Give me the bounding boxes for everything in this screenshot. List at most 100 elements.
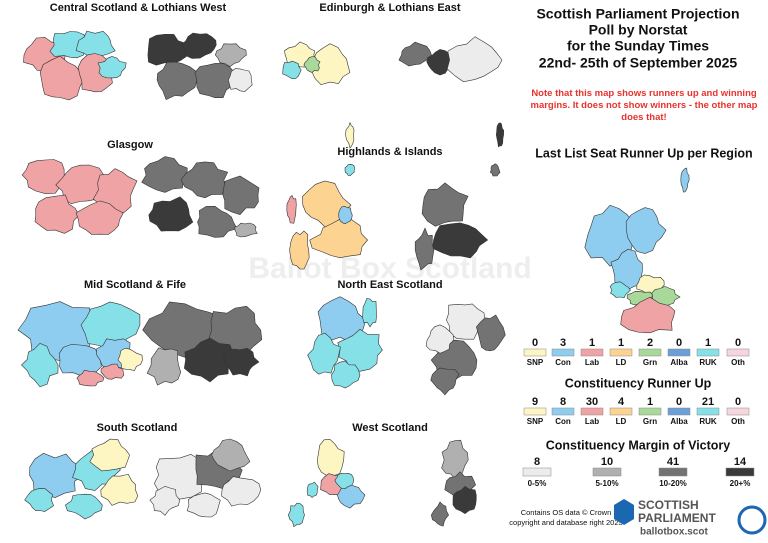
constituency <box>446 36 503 83</box>
constituency <box>425 324 455 354</box>
note: Note that this map shows runners up and … <box>530 88 758 123</box>
party: Alba <box>670 358 688 367</box>
constituency <box>303 56 321 73</box>
party: Con <box>555 417 571 426</box>
party: LD <box>616 358 627 367</box>
party: Alba <box>670 417 688 426</box>
constituency <box>183 337 239 383</box>
constituency <box>24 487 54 512</box>
count: 10 <box>601 456 613 468</box>
logo-badge <box>737 505 767 535</box>
constituency <box>316 439 345 482</box>
constituency <box>221 476 262 507</box>
count: 2 <box>647 337 653 349</box>
margin-label: 0-5% <box>528 479 547 488</box>
constituency <box>489 163 501 177</box>
swatch <box>638 348 662 357</box>
constituency <box>58 344 102 376</box>
region-title: West Scotland <box>352 422 428 434</box>
constituency <box>334 472 355 490</box>
constituency <box>307 332 341 375</box>
constituency <box>287 502 305 528</box>
constituency <box>222 347 260 377</box>
constituency <box>156 61 198 101</box>
swatch <box>726 348 750 357</box>
constituency <box>426 49 453 76</box>
region-shape <box>625 207 667 254</box>
count: 1 <box>589 337 595 349</box>
logo: SCOTTISH PARLIAMENT ballotbox.scot <box>614 498 767 538</box>
title: 22nd- 25th of September 2025 <box>539 55 738 71</box>
count: 0 <box>532 337 538 349</box>
count: 1 <box>705 337 711 349</box>
region-shape <box>609 281 631 299</box>
party: Oth <box>731 358 745 367</box>
swatch <box>523 407 547 416</box>
count: 9 <box>532 396 538 408</box>
constituency <box>180 161 229 199</box>
constituency <box>34 194 80 234</box>
constituency <box>495 122 505 148</box>
swatch <box>609 407 633 416</box>
party: SNP <box>527 417 544 426</box>
constituency <box>362 298 377 328</box>
constituency <box>29 452 85 499</box>
swatch <box>667 348 691 357</box>
count: 8 <box>534 456 540 468</box>
constituency <box>197 205 238 238</box>
constituency <box>430 501 449 527</box>
region-title: Edinburgh & Lothians East <box>319 2 461 14</box>
title: Scottish Parliament Projection <box>536 6 739 22</box>
count: 3 <box>560 337 566 349</box>
swatch <box>523 348 547 357</box>
constituency-title: Constituency Runner Up <box>565 376 712 390</box>
party: Lab <box>585 417 599 426</box>
count: 1 <box>647 396 653 408</box>
title: Poll by Norstat <box>589 22 688 38</box>
constituency <box>214 43 247 67</box>
footer: copyright and database right 2025 <box>509 518 622 527</box>
region-title: Highlands & Islands <box>337 146 442 158</box>
region-title: South Scotland <box>97 422 178 434</box>
party: LD <box>616 417 627 426</box>
party: RUK <box>699 358 717 367</box>
count: 0 <box>676 396 682 408</box>
count: 0 <box>676 337 682 349</box>
constituency <box>432 222 489 259</box>
constituency <box>21 342 59 388</box>
region-title: Mid Scotland & Fife <box>84 279 186 291</box>
region-title: North East Scotland <box>337 279 442 291</box>
constituency <box>306 481 319 498</box>
constituency <box>75 30 116 59</box>
swatch <box>667 407 691 416</box>
constituency <box>430 367 460 396</box>
swatch <box>658 467 688 477</box>
party: Con <box>555 358 571 367</box>
constituency <box>89 438 130 472</box>
swatch <box>551 348 575 357</box>
count: 14 <box>734 456 747 468</box>
logo-text: PARLIAMENT <box>638 511 716 525</box>
title: for the Sunday Times <box>567 38 709 54</box>
constituency <box>117 347 143 372</box>
footer: Contains OS data © Crown <box>521 508 612 517</box>
constituency <box>344 163 355 177</box>
margin-title: Constituency Margin of Victory <box>546 438 731 452</box>
region-shape <box>620 296 676 334</box>
party: Lab <box>585 358 599 367</box>
swatch <box>522 467 552 477</box>
constituency <box>286 194 297 224</box>
party: SNP <box>527 358 544 367</box>
constituency <box>414 227 435 271</box>
margin-label: 10-20% <box>659 479 687 488</box>
swatch <box>696 348 720 357</box>
party: RUK <box>699 417 717 426</box>
constituency <box>76 369 105 387</box>
constituency <box>211 438 251 472</box>
constituency <box>309 218 369 259</box>
swatch <box>609 348 633 357</box>
swatch <box>725 467 755 477</box>
constituency <box>289 230 310 270</box>
constituency <box>146 347 182 386</box>
